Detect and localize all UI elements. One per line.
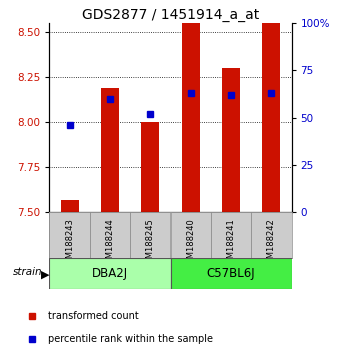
Text: C57BL6J: C57BL6J bbox=[207, 267, 255, 280]
Bar bbox=[211, 212, 251, 258]
Text: ▶: ▶ bbox=[41, 270, 50, 280]
Bar bbox=[222, 68, 240, 212]
Bar bbox=[61, 200, 79, 212]
Text: GSM188244: GSM188244 bbox=[105, 218, 115, 269]
Text: DBA2J: DBA2J bbox=[92, 267, 128, 280]
Text: transformed count: transformed count bbox=[48, 311, 139, 321]
Text: GSM188245: GSM188245 bbox=[146, 218, 155, 269]
Text: GSM188241: GSM188241 bbox=[226, 218, 236, 269]
Bar bbox=[251, 212, 292, 258]
Bar bbox=[101, 88, 119, 212]
Text: GSM188242: GSM188242 bbox=[267, 218, 276, 269]
Text: GSM188243: GSM188243 bbox=[65, 218, 74, 269]
Title: GDS2877 / 1451914_a_at: GDS2877 / 1451914_a_at bbox=[82, 8, 259, 22]
Text: strain: strain bbox=[12, 267, 42, 277]
Bar bbox=[49, 258, 170, 289]
Bar bbox=[130, 212, 170, 258]
Text: percentile rank within the sample: percentile rank within the sample bbox=[48, 333, 213, 343]
Text: GSM188240: GSM188240 bbox=[186, 218, 195, 269]
Bar bbox=[170, 258, 292, 289]
Bar bbox=[90, 212, 130, 258]
Bar bbox=[182, 23, 200, 212]
Bar bbox=[262, 23, 280, 212]
Bar bbox=[170, 212, 211, 258]
Bar bbox=[141, 122, 159, 212]
Bar bbox=[49, 212, 90, 258]
